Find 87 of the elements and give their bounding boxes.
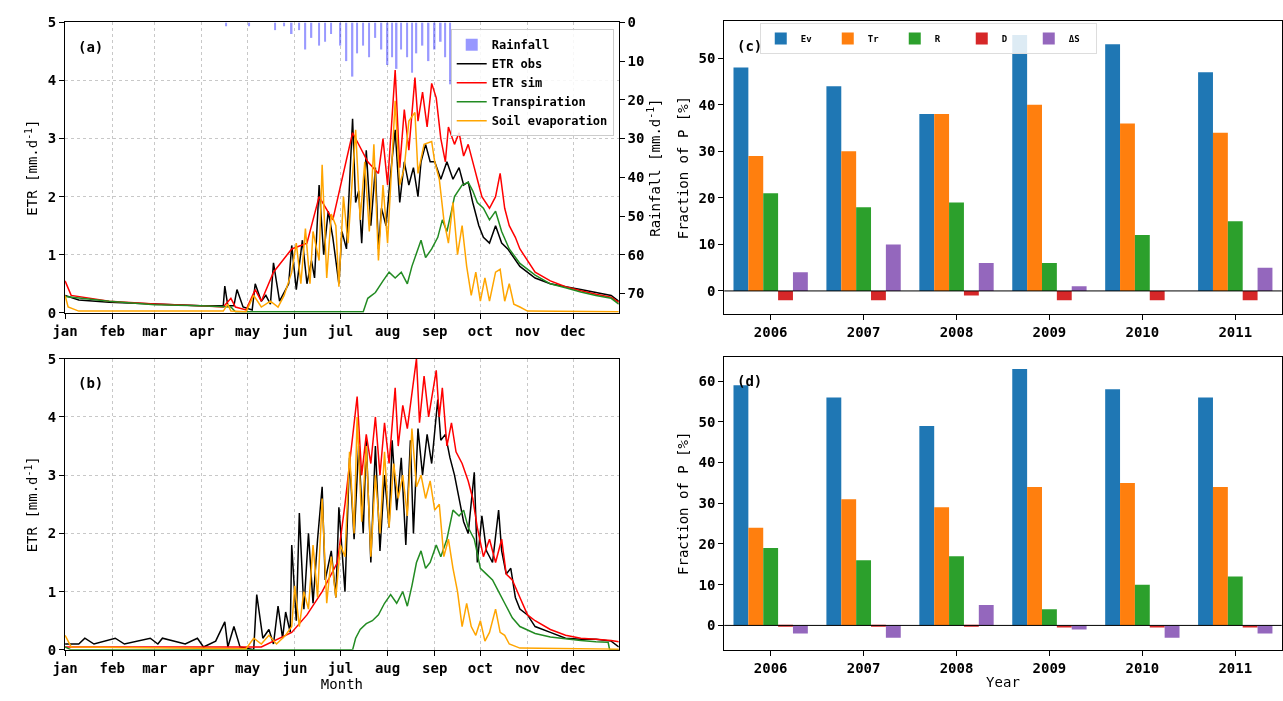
- y-tick-label: 0: [47, 304, 57, 321]
- x-tick-label: 2011: [1218, 323, 1253, 340]
- x-tick-label: dec: [560, 322, 586, 339]
- y-tick-label: 5: [47, 350, 57, 367]
- y-tick-label: 2: [47, 525, 57, 542]
- x-tick-label: feb: [99, 659, 125, 676]
- y2-tick-label: 60: [627, 246, 645, 263]
- x-tick-label: 2009: [1032, 659, 1067, 676]
- legend-label: Transpiration: [491, 95, 586, 110]
- annotation: (a): [78, 39, 104, 55]
- annotation: (b): [78, 375, 104, 391]
- y-tick-label: 1: [47, 583, 57, 600]
- x-tick-label: jan: [52, 659, 78, 676]
- x-tick-label: jun: [282, 659, 308, 676]
- x-tick-label: jan: [52, 322, 78, 339]
- legend-label: ΔS: [1068, 34, 1080, 45]
- y2-tick-label: 70: [627, 285, 645, 302]
- y-tick-label: 20: [698, 189, 716, 206]
- y2-tick-label: 50: [627, 207, 645, 224]
- x-tick-label: apr: [189, 322, 215, 339]
- y-tick-label: 5: [47, 14, 57, 31]
- x-tick-label: 2006: [753, 323, 788, 340]
- x-tick-label: mar: [142, 659, 168, 676]
- x-tick-label: 2009: [1032, 323, 1067, 340]
- legend-label: D: [1001, 34, 1008, 45]
- x-tick-label: 2010: [1125, 323, 1160, 340]
- y-tick-label: 0: [706, 282, 716, 299]
- x-tick-label: aug: [374, 322, 401, 339]
- y-axis-title: Fraction of P [%]: [675, 95, 692, 240]
- x-tick-label: jun: [282, 322, 308, 339]
- legend-label: Soil evaporation: [491, 114, 608, 129]
- x-tick-label: 2008: [939, 323, 974, 340]
- x-tick-label: oct: [467, 322, 494, 339]
- x-tick-label: nov: [514, 322, 541, 339]
- x-tick-label: sep: [422, 322, 448, 339]
- x-tick-label: nov: [514, 659, 541, 676]
- x-tick-label: aug: [374, 659, 401, 676]
- y2-tick-label: 30: [627, 130, 645, 147]
- x-tick-label: may: [234, 322, 261, 339]
- legend-label: Ev: [800, 34, 813, 45]
- y2-tick-label: 0: [627, 14, 637, 31]
- y2-tick-label: 10: [627, 53, 645, 70]
- legend-label: ETR sim: [491, 76, 543, 91]
- y-tick-label: 40: [698, 454, 716, 471]
- x-tick-label: 2010: [1125, 659, 1160, 676]
- y-tick-label: 30: [698, 143, 716, 160]
- y-tick-label: 2: [47, 188, 57, 205]
- y-tick-label: 0: [47, 641, 57, 658]
- annotation: (c): [737, 38, 763, 54]
- y-axis-title: Fraction of P [%]: [675, 431, 692, 575]
- y-tick-label: 50: [698, 50, 716, 67]
- x-tick-label: 2011: [1218, 659, 1253, 676]
- y-tick-label: 10: [698, 576, 716, 593]
- y2-tick-label: 40: [627, 169, 645, 186]
- x-axis-title: Month: [320, 675, 364, 692]
- y-tick-label: 0: [706, 617, 716, 634]
- x-tick-label: 2006: [753, 659, 788, 676]
- y-tick-label: 3: [47, 467, 57, 484]
- y-tick-label: 60: [698, 372, 716, 389]
- x-tick-label: oct: [467, 659, 494, 676]
- x-tick-label: feb: [99, 322, 125, 339]
- y-tick-label: 40: [698, 96, 716, 113]
- annotation: (d): [737, 373, 763, 389]
- x-tick-label: 2007: [846, 323, 881, 340]
- y-tick-label: 1: [47, 246, 57, 263]
- legend-label: Tr: [867, 34, 880, 45]
- legend-label: R: [934, 34, 941, 45]
- x-tick-label: apr: [189, 659, 215, 676]
- x-tick-label: jul: [327, 659, 354, 676]
- y-tick-label: 10: [698, 236, 716, 253]
- legend-label: ETR obs: [491, 57, 543, 72]
- x-tick-label: mar: [142, 322, 168, 339]
- x-tick-label: dec: [560, 659, 586, 676]
- x-tick-label: sep: [422, 659, 448, 676]
- x-tick-label: 2007: [846, 659, 881, 676]
- y-tick-label: 50: [698, 413, 716, 430]
- y-tick-label: 4: [47, 72, 57, 89]
- y2-tick-label: 20: [627, 91, 645, 108]
- y-tick-label: 4: [47, 408, 57, 425]
- y-tick-label: 3: [47, 130, 57, 147]
- x-tick-label: jul: [327, 322, 354, 339]
- x-tick-label: 2008: [939, 659, 974, 676]
- y-tick-label: 20: [698, 535, 716, 552]
- y-tick-label: 30: [698, 495, 716, 512]
- legend-label: Rainfall: [491, 38, 550, 53]
- x-axis-title: Year: [986, 673, 1020, 690]
- x-tick-label: may: [234, 659, 261, 676]
